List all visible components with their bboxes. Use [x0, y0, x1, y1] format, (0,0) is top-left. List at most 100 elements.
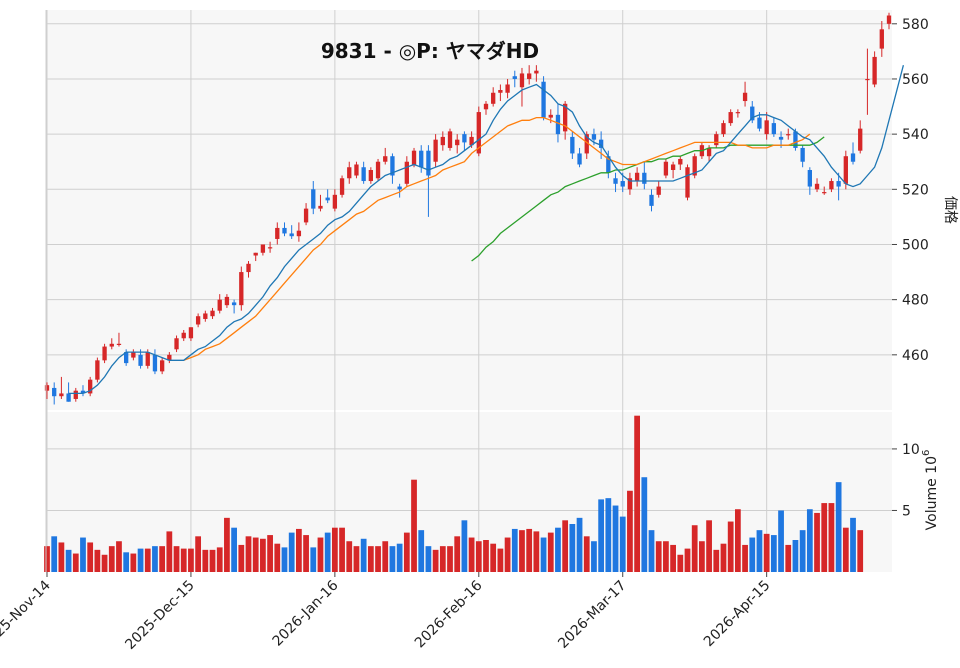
volume-bar — [821, 503, 828, 572]
candle-body — [368, 170, 374, 182]
volume-bar — [238, 544, 245, 572]
candle-body — [325, 197, 330, 201]
price-tick-label: 480 — [902, 293, 929, 309]
candle-body — [843, 156, 848, 184]
volume-bar — [756, 530, 763, 572]
candle-body — [570, 136, 575, 154]
volume-bar — [310, 547, 317, 572]
volume-bar — [663, 541, 669, 572]
volume-bar — [540, 537, 547, 572]
volume-bar — [94, 549, 101, 572]
ma-mid-line — [183, 116, 811, 361]
candle-body — [692, 156, 697, 176]
volume-axis-title-text: Volume 10 — [924, 456, 940, 530]
candle-body — [203, 313, 208, 319]
volume-bar — [58, 542, 65, 572]
candle-body — [742, 92, 748, 102]
volume-bar — [209, 549, 216, 572]
volume-bar — [576, 517, 583, 572]
volume-bar — [367, 546, 374, 572]
candle-body — [88, 379, 93, 394]
candle-body — [282, 227, 287, 234]
volume-bar — [375, 546, 381, 572]
price-tick-label: 560 — [902, 72, 929, 88]
candle-body — [879, 29, 884, 49]
volume-bar — [533, 531, 540, 572]
volume-tick-label: 10 — [902, 442, 920, 458]
volume-bar — [447, 546, 453, 572]
volume-bar — [699, 541, 705, 572]
volume-bar — [346, 541, 353, 572]
volume-bar — [425, 546, 432, 572]
volume-bar — [224, 517, 230, 572]
candle-body — [124, 352, 129, 364]
candle-body — [807, 170, 812, 187]
volume-bar — [180, 548, 187, 572]
volume-bar — [324, 532, 331, 572]
volume-bar — [519, 530, 525, 572]
volume-bar — [490, 543, 497, 572]
candle-body — [512, 76, 517, 79]
volume-bar — [303, 535, 309, 572]
candle-body — [750, 106, 755, 121]
candle-body — [872, 56, 877, 85]
candle-body — [116, 343, 122, 345]
candle-body — [397, 186, 402, 190]
volume-bar — [382, 541, 389, 572]
volume-bar — [267, 535, 273, 572]
volume-bar — [634, 415, 640, 572]
volume-bar — [569, 524, 576, 572]
candle-body — [591, 134, 597, 140]
volume-bar — [296, 528, 302, 572]
candle-body — [858, 128, 863, 151]
candle-body — [800, 147, 805, 162]
candle-body — [73, 390, 78, 399]
volume-bar — [792, 540, 799, 572]
candle-body — [613, 178, 618, 184]
candle-body — [462, 134, 467, 143]
price-axis-ticks: 460 480 500 520 540 560 580 — [892, 17, 929, 364]
candle-body — [131, 352, 136, 358]
candle-body — [275, 227, 280, 239]
price-tick-label: 520 — [902, 182, 929, 198]
candle-body — [440, 136, 445, 146]
volume-bar — [598, 499, 605, 572]
candle-body — [433, 139, 438, 162]
candle-body — [491, 92, 496, 104]
volume-bar — [202, 549, 209, 572]
volume-bar — [562, 520, 569, 572]
volume-bar — [317, 537, 324, 572]
volume-bar — [742, 544, 748, 572]
volume-bar — [814, 512, 820, 572]
ma-short-line — [68, 65, 905, 395]
candle-body — [390, 156, 395, 176]
volume-bar — [468, 537, 475, 572]
volume-bar — [641, 477, 648, 572]
candle-body — [138, 354, 143, 366]
volume-bar — [806, 509, 813, 572]
candle-body — [721, 123, 726, 135]
volume-bar — [648, 530, 655, 572]
candle-body — [109, 343, 114, 347]
candle-body — [447, 131, 453, 148]
candle-body — [375, 161, 381, 179]
volume-bar — [547, 532, 554, 572]
volume-bar — [850, 517, 856, 572]
volume-bar — [454, 536, 461, 572]
volume-bar — [583, 536, 590, 572]
candle-body — [419, 150, 424, 168]
date-tick-label: 2026-Jan-16 — [270, 577, 342, 649]
candle-body — [627, 178, 633, 190]
candle-body — [829, 181, 834, 190]
price-tick-label: 500 — [902, 237, 929, 253]
candle-body — [318, 205, 323, 209]
volume-bar — [511, 528, 518, 572]
candle-body — [411, 150, 417, 165]
volume-bar — [51, 536, 58, 572]
candle-body — [562, 103, 568, 132]
candle-body — [519, 73, 525, 88]
volume-bars — [44, 415, 864, 572]
candle-body — [95, 360, 100, 380]
moving-average-lines — [68, 65, 905, 395]
candle-body — [764, 120, 769, 135]
